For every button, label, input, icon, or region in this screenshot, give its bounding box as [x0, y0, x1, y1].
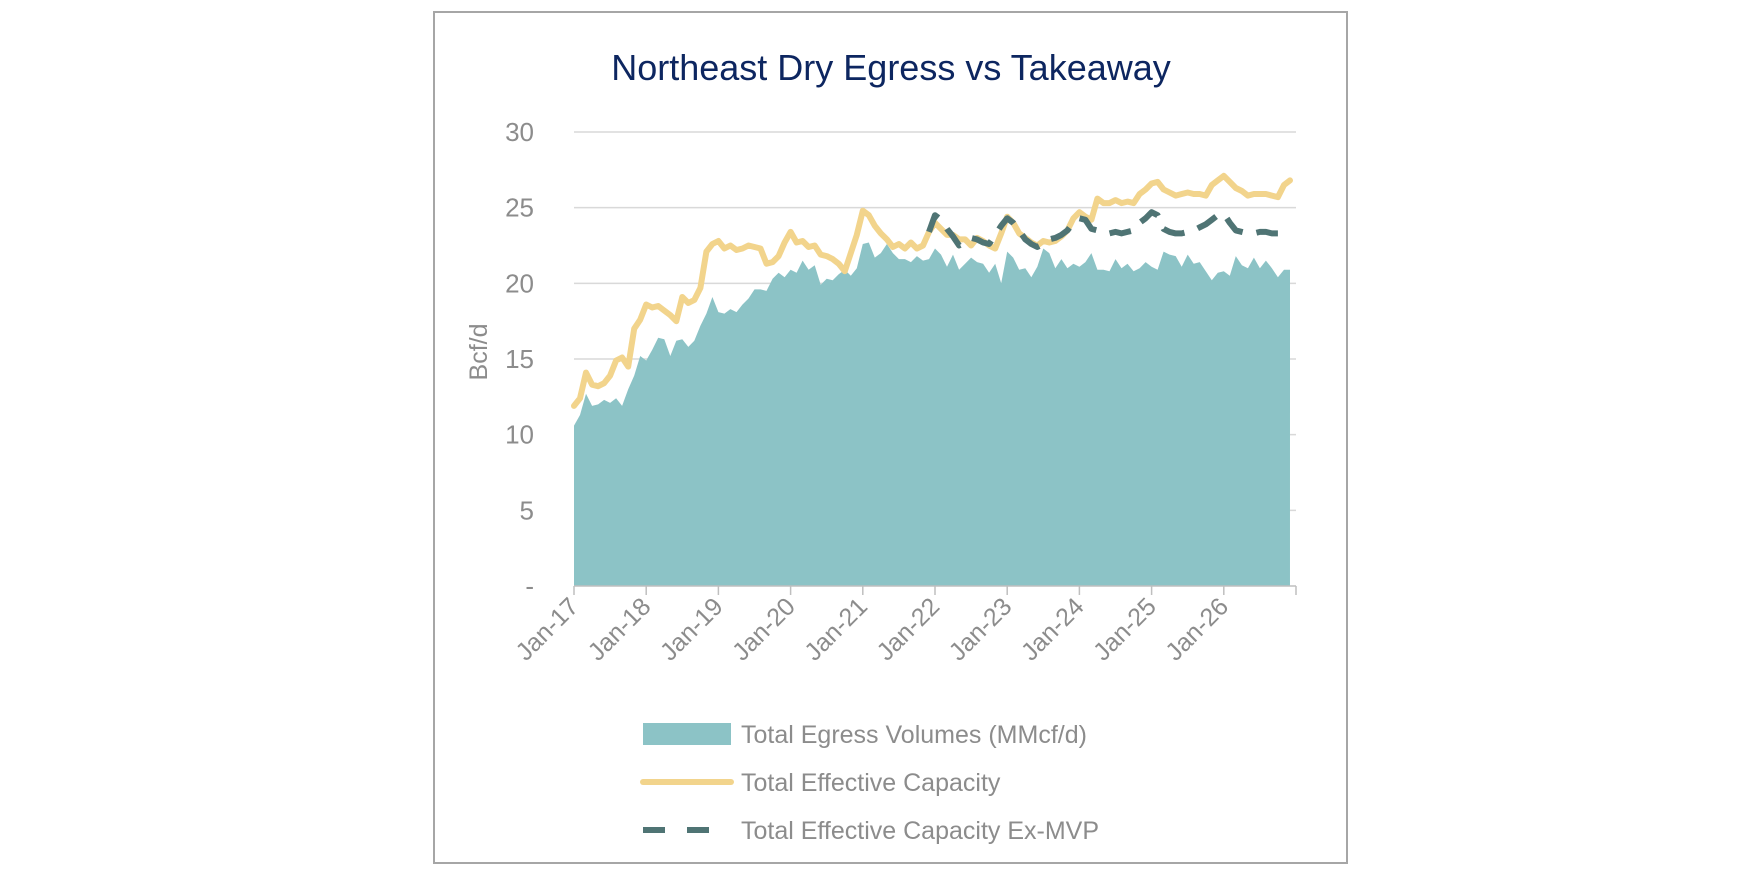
legend: Total Egress Volumes (MMcf/d) Total Effec… [640, 721, 1099, 845]
x-tick-label: Jan-17 [510, 592, 584, 666]
x-axis [573, 585, 1297, 595]
legend-swatch-area [643, 723, 731, 745]
legend-label: Total Effective Capacity Ex-MVP [741, 817, 1099, 845]
x-tick-label: Jan-24 [1016, 592, 1090, 666]
series-area-total-egress-volumes [574, 242, 1290, 586]
y-axis-tick-labels: - 5 10 15 20 25 30 [505, 117, 534, 601]
y-tick-label: 25 [505, 193, 534, 223]
x-tick-label: Jan-23 [944, 592, 1018, 666]
y-tick-label: 20 [505, 268, 534, 298]
legend-item: Total Effective Capacity [640, 769, 1001, 797]
y-tick-label: 30 [505, 117, 534, 147]
legend-label: Total Egress Volumes (MMcf/d) [741, 721, 1087, 749]
y-axis-label: Bcf/d [465, 324, 493, 381]
y-tick-label: - [525, 571, 534, 601]
capacity-lines-layer [571, 172, 1293, 409]
chart-frame: Northeast Dry Egress vs Takeaway - 5 10 15 2… [433, 11, 1348, 864]
x-tick-label: Jan-26 [1160, 592, 1234, 666]
x-tick-label: Jan-18 [583, 592, 657, 666]
x-axis-tick-labels: Jan-17Jan-18Jan-19Jan-20Jan-21Jan-22Jan-… [510, 592, 1234, 666]
legend-item: Total Effective Capacity Ex-MVP [643, 817, 1099, 845]
x-tick-label: Jan-19 [655, 592, 729, 666]
x-tick-label: Jan-21 [799, 592, 873, 666]
chart-svg: Northeast Dry Egress vs Takeaway - 5 10 15 2… [465, 47, 1297, 845]
y-tick-label: 5 [520, 495, 534, 525]
legend-label: Total Effective Capacity [741, 769, 1001, 797]
y-tick-label: 15 [505, 344, 534, 374]
chart-title: Northeast Dry Egress vs Takeaway [611, 47, 1171, 88]
legend-item: Total Egress Volumes (MMcf/d) [643, 721, 1087, 749]
egress-area-layer [574, 242, 1290, 586]
x-tick-label: Jan-22 [871, 592, 945, 666]
series-line-total-effective-capacity-ex-mvp [926, 209, 1278, 250]
x-tick-label: Jan-25 [1088, 592, 1162, 666]
x-tick-label: Jan-20 [727, 592, 801, 666]
y-tick-label: 10 [505, 420, 534, 450]
